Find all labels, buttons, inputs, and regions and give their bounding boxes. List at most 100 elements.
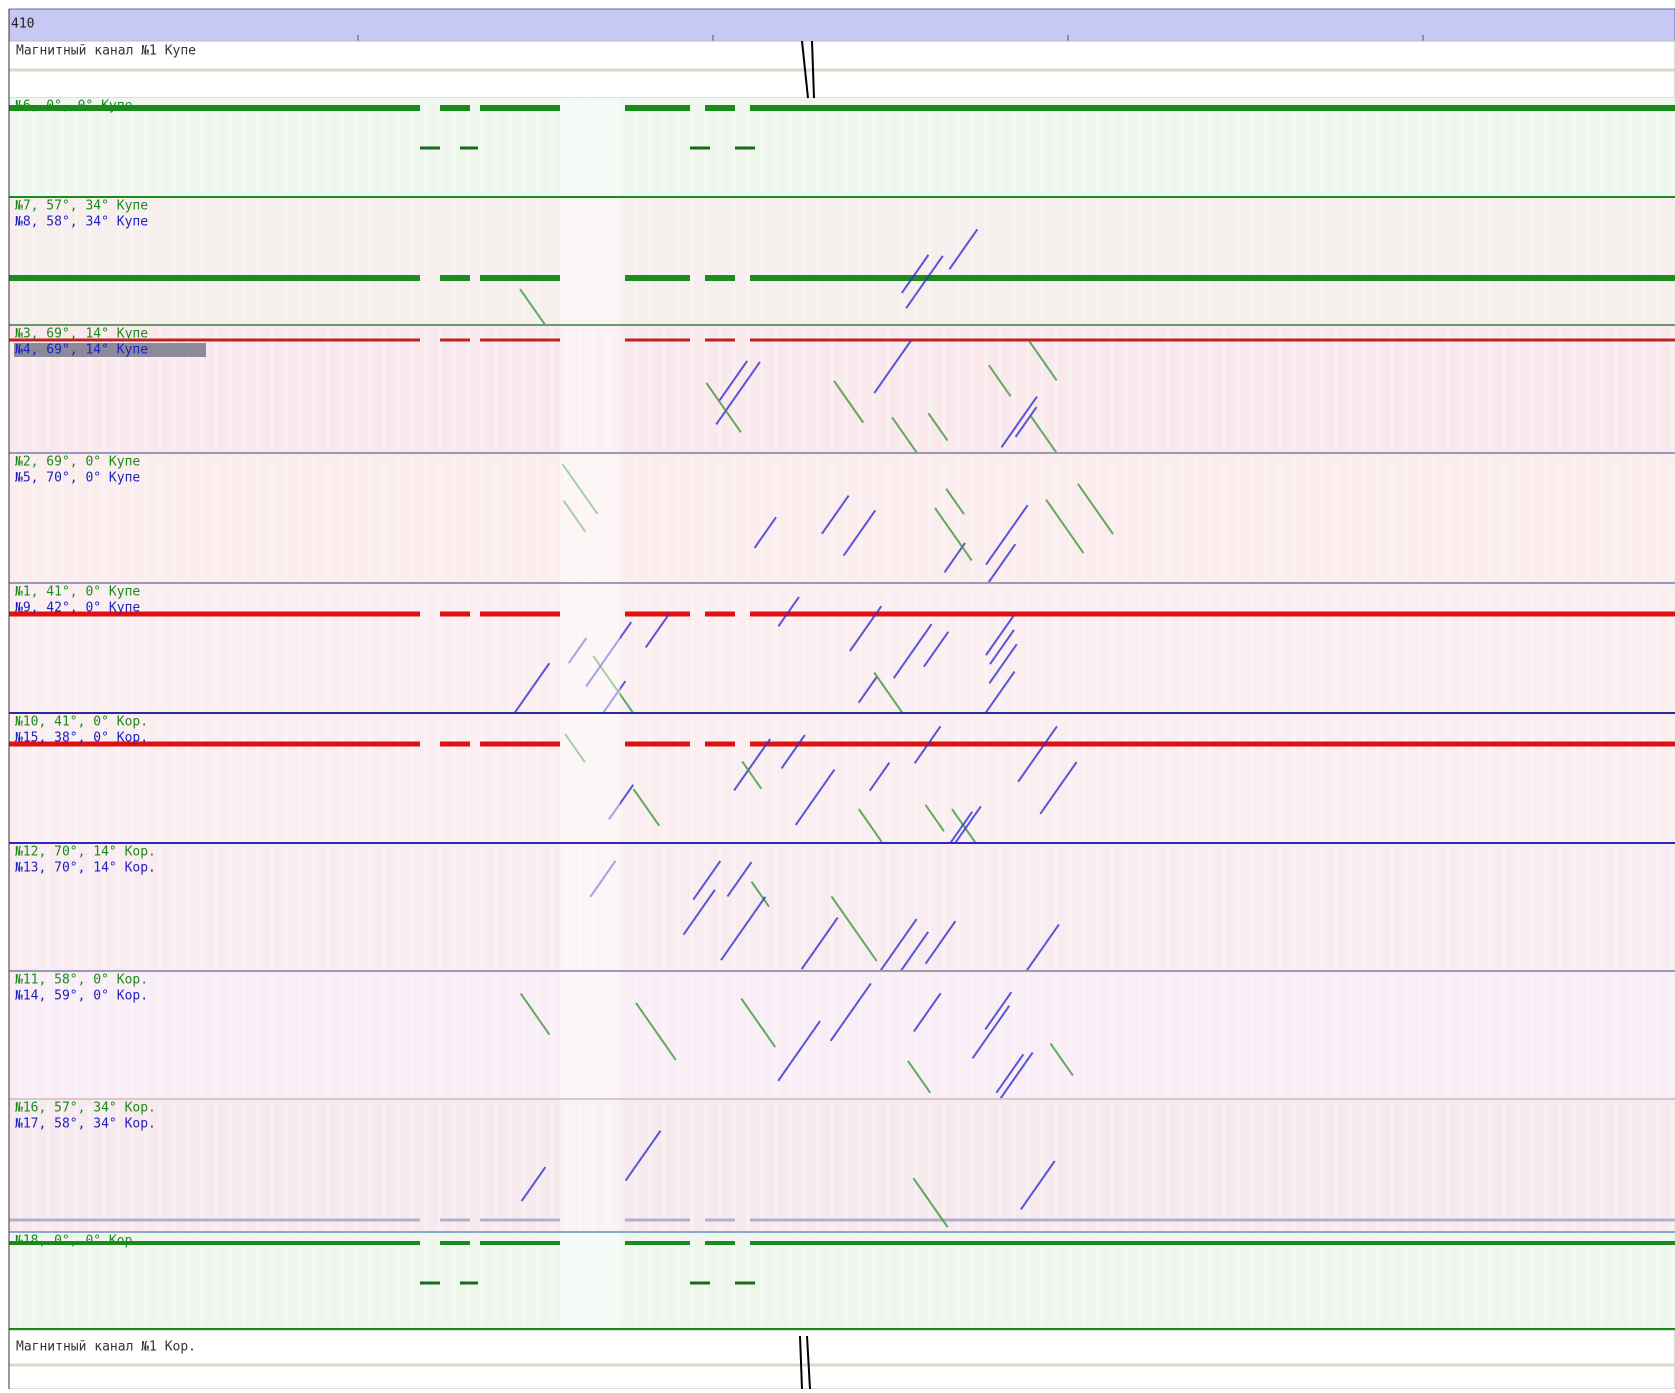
echo-streak bbox=[985, 614, 1015, 656]
channel-label: №9, 42°, 0° Купе bbox=[15, 601, 140, 616]
gap-band bbox=[560, 98, 620, 198]
echo-streak bbox=[923, 631, 950, 668]
echo-streak bbox=[868, 762, 891, 792]
header-bar bbox=[8, 8, 1675, 42]
echo-streak bbox=[912, 1177, 949, 1228]
echo-streak bbox=[833, 380, 865, 424]
magnetic-strip-bottom bbox=[8, 1329, 1675, 1390]
echo-streak bbox=[996, 1051, 1034, 1104]
echo-streak bbox=[830, 895, 878, 962]
echo-streak bbox=[842, 509, 877, 557]
magnetic-label: Магнитный канал №1 Кор. bbox=[16, 1340, 196, 1355]
channel-label: №14, 59°, 0° Кор. bbox=[15, 989, 148, 1004]
echo-streak bbox=[780, 734, 806, 769]
echo-streak bbox=[1014, 406, 1038, 438]
panel-background bbox=[9, 584, 1675, 714]
echo-streak bbox=[720, 896, 767, 961]
gap-band bbox=[560, 1100, 620, 1233]
panel-background bbox=[9, 454, 1675, 584]
echo-streak bbox=[949, 811, 974, 844]
echo-streak bbox=[1000, 396, 1038, 448]
magnetic-spike bbox=[799, 1335, 811, 1390]
echo-streak bbox=[1020, 1160, 1056, 1211]
echo-streak bbox=[692, 860, 722, 901]
echo-streak bbox=[829, 982, 872, 1042]
echo-streak bbox=[995, 1053, 1025, 1094]
gap-band bbox=[560, 972, 620, 1100]
echo-streak bbox=[740, 997, 777, 1048]
echo-streak bbox=[948, 228, 979, 270]
gap-band bbox=[560, 326, 620, 454]
panel-background bbox=[9, 844, 1675, 972]
echo-streak bbox=[800, 916, 839, 970]
echo-streak bbox=[715, 361, 761, 426]
echo-streak bbox=[858, 808, 883, 843]
echo-streak bbox=[907, 1060, 932, 1094]
echo-streak bbox=[562, 500, 587, 533]
channel-label: №17, 58°, 34° Кор. bbox=[15, 1117, 156, 1132]
channel-label: №15, 38°, 0° Кор. bbox=[15, 731, 148, 746]
echo-streak bbox=[985, 504, 1029, 566]
channel-panel: №11, 58°, 0° Кор.№14, 59°, 0° Кор. bbox=[9, 972, 1675, 1104]
panel-background bbox=[9, 1100, 1675, 1233]
echo-streak bbox=[857, 676, 878, 704]
echo-streak bbox=[608, 784, 635, 821]
header-ticks bbox=[357, 35, 1424, 41]
echo-streak bbox=[1049, 1043, 1074, 1077]
echo-streak bbox=[585, 621, 633, 688]
echo-streak bbox=[750, 881, 770, 908]
channel-label: №13, 70°, 14° Кор. bbox=[15, 861, 156, 876]
panel-background bbox=[9, 326, 1675, 454]
echo-streak bbox=[753, 516, 777, 549]
echo-streak bbox=[1028, 340, 1058, 382]
echo-streak bbox=[984, 991, 1013, 1031]
panel-background bbox=[9, 972, 1675, 1100]
echo-streak bbox=[945, 488, 965, 515]
channel-label: №18, 0°, 0° Кор. bbox=[15, 1234, 140, 1249]
channel-label: №3, 69°, 14° Купе bbox=[15, 327, 148, 342]
echo-streak bbox=[873, 340, 912, 394]
echo-streak bbox=[913, 992, 942, 1033]
echo-streak bbox=[900, 254, 930, 294]
echo-streak bbox=[777, 596, 800, 627]
echo-streak bbox=[971, 1005, 1011, 1059]
echo-streak bbox=[924, 920, 957, 965]
echo-streak bbox=[589, 860, 617, 898]
channel-label: №16, 57°, 34° Кор. bbox=[15, 1101, 156, 1116]
echo-streak bbox=[988, 643, 1018, 684]
echo-streak bbox=[511, 662, 551, 717]
echo-streak bbox=[682, 889, 716, 936]
panel-background bbox=[9, 198, 1675, 326]
echo-streak bbox=[1029, 415, 1060, 457]
channel-panel: №16, 57°, 34° Кор.№17, 58°, 34° Кор. bbox=[9, 1100, 1675, 1233]
panel-background bbox=[9, 98, 1675, 198]
gap-band bbox=[560, 714, 620, 844]
header-title: 410 bbox=[11, 17, 34, 32]
channel-panel: №10, 41°, 0° Кор.№15, 38°, 0° Кор. bbox=[9, 714, 1675, 869]
echo-streak bbox=[794, 769, 836, 826]
label-highlight bbox=[14, 343, 206, 357]
echo-streak bbox=[624, 1130, 662, 1182]
channel-panel: №6, 0°, 0° Купе bbox=[9, 98, 1675, 198]
channel-label: №5, 70°, 0° Купе bbox=[15, 471, 140, 486]
echo-streak bbox=[718, 360, 748, 402]
echo-streak bbox=[987, 364, 1012, 397]
magnetic-spike bbox=[801, 40, 815, 99]
echo-streak bbox=[564, 733, 586, 763]
echo-streak bbox=[777, 1020, 821, 1082]
echo-streak bbox=[520, 1166, 547, 1202]
gap-band bbox=[560, 844, 620, 972]
echo-streak bbox=[705, 382, 742, 433]
echo-streak bbox=[1077, 483, 1114, 535]
echo-streak bbox=[733, 738, 771, 792]
gap-band bbox=[560, 1233, 620, 1330]
panel-background bbox=[9, 1233, 1675, 1330]
echo-streak bbox=[1045, 499, 1085, 554]
echo-streak bbox=[924, 804, 945, 832]
